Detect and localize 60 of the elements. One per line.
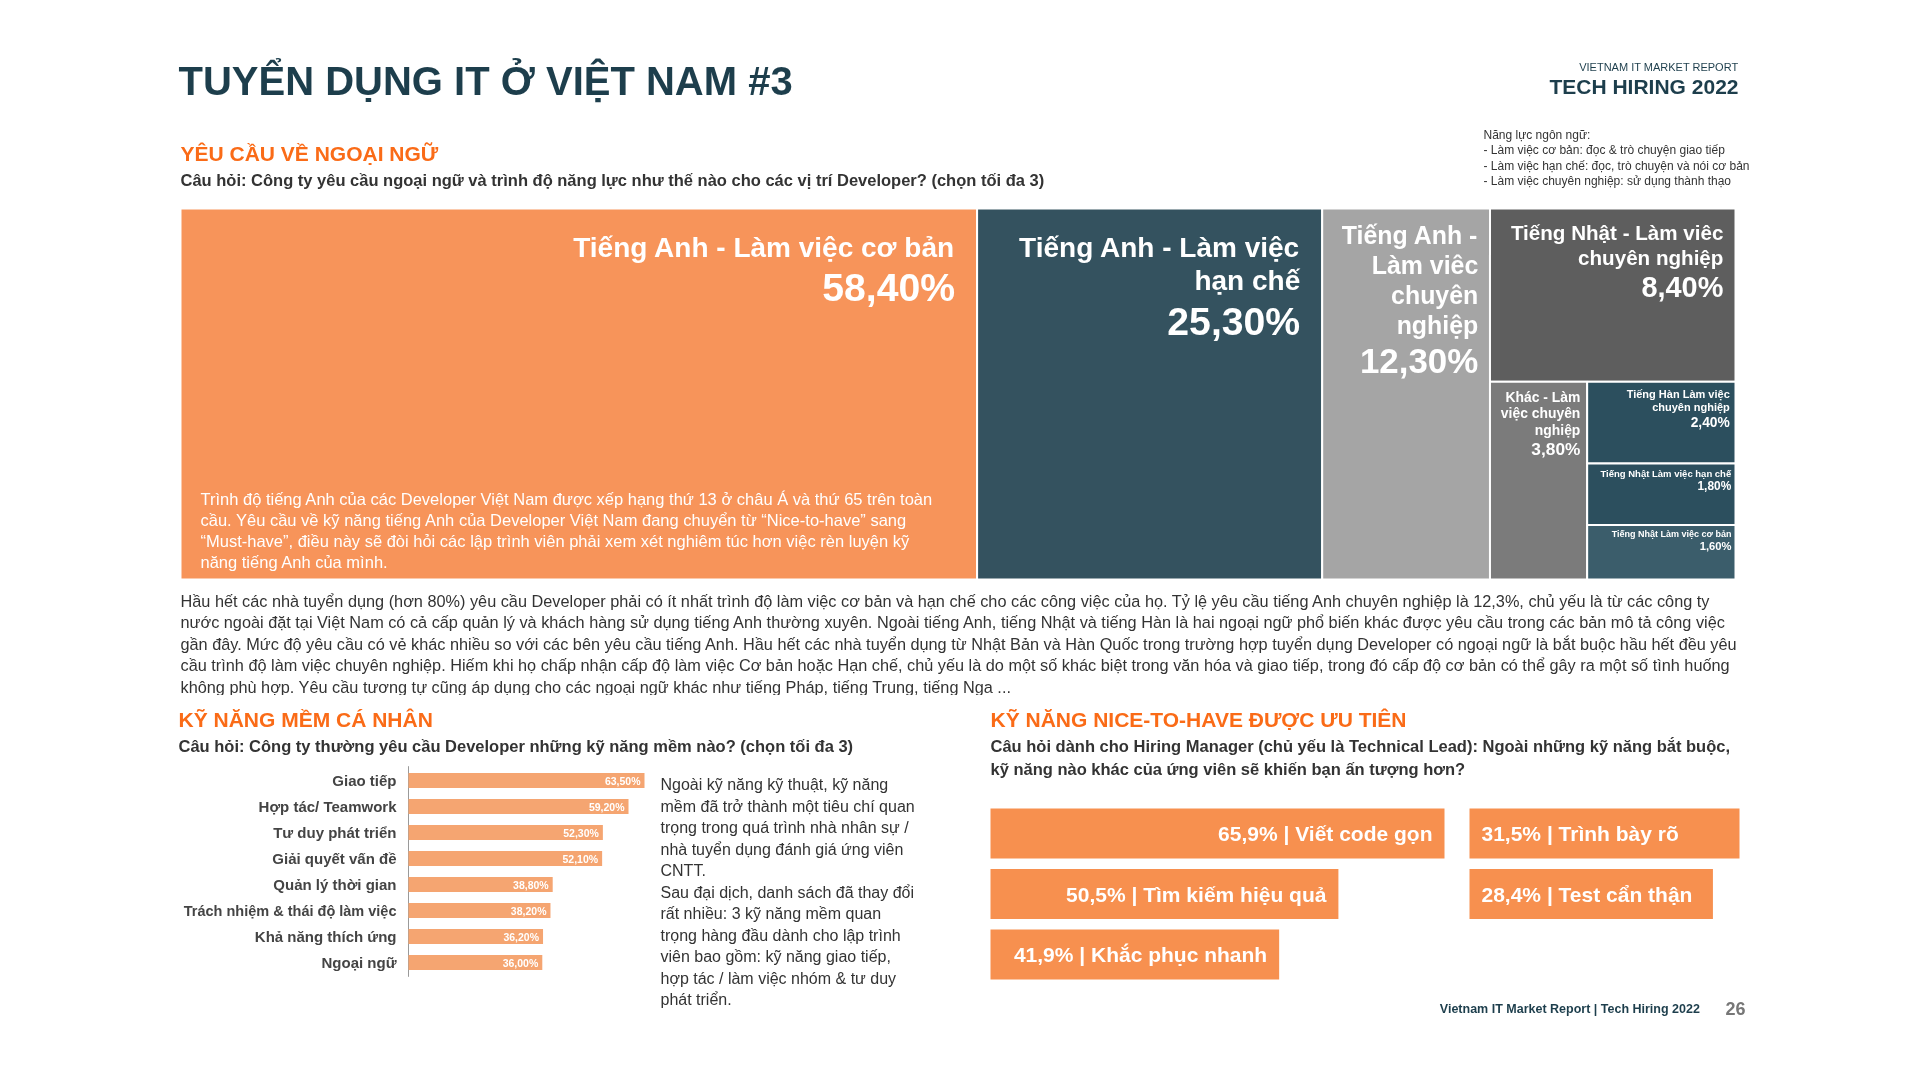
- data-label: 50,5% | Tìm kiếm hiệu quả: [1066, 882, 1327, 906]
- y-tick-label: Tư duy phát triển: [273, 824, 397, 841]
- category-label: Tiếng Nhật Làm việc cơ bản: [1611, 529, 1732, 540]
- data-label: 36,00%: [502, 956, 539, 969]
- y-tick-label: Trách nhiệm & thái độ làm việc: [183, 902, 397, 919]
- data-label: 1,60%: [1699, 540, 1732, 553]
- y-tick-label: Quản lý thời gian: [273, 876, 397, 893]
- category-label: Tiếng Nhật - Làm viêc chuyên nghiệp: [1510, 221, 1724, 270]
- text: - Làm việc cơ bản: đọc & trò chuyện giao tiếp: [1483, 143, 1726, 157]
- data-label: 41,9% | Khắc phục nhanh: [1013, 943, 1268, 966]
- text: - Làm việc chuyên nghiệp: sử dụng thành thạo: [1483, 174, 1732, 188]
- data-label: 52,30%: [563, 826, 600, 839]
- data-label: 65,9% | Viết code gọn: [1218, 822, 1433, 845]
- category-label: Khác - Làm việc chuyên nghiệp: [1500, 388, 1581, 439]
- data-label: 36,20%: [503, 930, 540, 943]
- bar: [408, 773, 645, 788]
- bar: [408, 799, 629, 814]
- category-label: Tiếng Anh - Làm việc hạn chế: [1019, 231, 1301, 297]
- text: Câu hỏi: Công ty yêu cầu ngoại ngữ và trình độ năng lực như thế nào cho các vị trí Developer? (chọn tối đa 3): [180, 170, 1045, 189]
- text: TECH HIRING 2022: [1549, 75, 1739, 98]
- data-label: 38,80%: [513, 878, 550, 891]
- chart-subtitle: Câu hỏi dành cho Hiring Manager (chủ yếu là Technical Lead): Ngoài những kỹ năng bắt buộc, kỹ năng nào khác của ứng viên sẽ khiến bạn ấn tượng hơn?: [990, 736, 1731, 778]
- category-label: Tiếng Anh - Làm việc cơ bản: [573, 231, 955, 263]
- data-label: 8,40%: [1641, 271, 1724, 304]
- text: YÊU CẦU VỀ NGOẠI NGỮ: [180, 142, 439, 165]
- y-tick-label: Giao tiếp: [332, 772, 397, 789]
- data-label: 3,80%: [1531, 438, 1581, 459]
- text: - Làm việc hạn chế: đọc, trò chuyện và nói cơ bản: [1483, 158, 1750, 173]
- text: Năng lực ngôn ngữ:: [1483, 127, 1591, 142]
- chart-subtitle: Câu hỏi: Công ty thường yêu cầu Developer những kỹ năng mềm nào? (chọn tối đa 3): [178, 736, 854, 755]
- category-label: Tiếng Hàn Làm việc chuyên nghiệp: [1626, 387, 1731, 415]
- data-label: 25,30%: [1167, 299, 1301, 343]
- text: 26: [1725, 999, 1746, 1019]
- chart-title: KỸ NĂNG MỀM CÁ NHÂN: [178, 708, 433, 731]
- category-label: Tiếng Nhật Làm việc hạn chế: [1600, 468, 1732, 480]
- y-tick-label: Ngoại ngữ: [321, 954, 397, 971]
- text: Trình độ tiếng Anh của các Developer Việt Nam được xếp hạng thứ 13 ở châu Á và thứ 65 trên toàn cầu. Yêu cầu về kỹ năng tiếng Anh của Developer Việt Nam đang chuyển từ “Nice-to-have” sang “Must-have”, điều này sẽ đòi hỏi các lập trình viên phải xem xét nghiêm túc hơn việc rèn luyện kỹ năng tiếng Anh của mình.: [200, 489, 933, 571]
- data-label: 12,30%: [1359, 341, 1479, 381]
- text: TUYỂN DỤNG IT Ở VIỆT NAM #3: [178, 56, 793, 103]
- bar: [408, 851, 603, 866]
- text: VIETNAM IT MARKET REPORT: [1579, 60, 1739, 73]
- bar: [408, 825, 603, 840]
- data-label: 38,20%: [510, 904, 548, 917]
- y-tick-label: Khả năng thích ứng: [254, 928, 397, 945]
- text: Vietnam IT Market Report | Tech Hiring 2022: [1439, 1001, 1700, 1016]
- data-label: 59,20%: [588, 800, 626, 813]
- data-label: 1,80%: [1697, 479, 1732, 494]
- text: Sau đại dịch, danh sách đã thay đổi rất nhiều: 3 kỹ năng mềm quan trọng hàng đầu dành cho lập trình viên bao gồm: kỹ năng giao tiếp, hợp tác / làm việc nhóm & tư duy phát triển.: [660, 883, 915, 1008]
- text: Ngoài kỹ năng kỹ thuật, kỹ năng mềm đã trở thành một tiêu chí quan trọng trong quá trình nhà nhân sự / nhà tuyển dụng đánh giá ứng viên CNTT.: [660, 776, 915, 879]
- text: Hầu hết các nhà tuyển dụng (hơn 80%) yêu cầu Developer phải có ít nhất trình độ làm việc cơ bản và hạn chế cho các công việc của họ. Tỷ lệ yêu cầu tiếng Anh chuyên nghiệp là 12,3%, chủ yếu là từ các công ty nước ngoài đặt tại Việt Nam có cả cấp quản lý và khách hàng sử dụng tiếng Anh thường xuyên. Ngoài tiếng Anh, tiếng Nhật và tiếng Hàn là hai ngoại ngữ phổ biến khác được yêu cầu trong các bản mô tả công việc gần đây. Mức độ yêu cầu có vẻ khác nhiều so với các bên yêu cầu tiếng Anh. Hầu hết các nhà tuyển dụng từ Nhật Bản và Hàn Quốc trong trường hợp tuyển dụng Developer có ngoại ngữ là bắt buộc hầu hết đều yêu cầu trình độ làm việc chuyên nghiệp. Hiếm khi họ chấp nhận cấp độ làm việc Cơ bản hoặc Hạn chế, chủ yếu là do một số khác biệt trong văn hóa và giao tiếp, trong đó cấp độ cơ bản có thể gây ra một số tình huống không phù hợp. Yêu cầu tương tự cũng áp dụng cho các ngoại ngữ khác như tiếng Pháp, tiếng Trung, tiếng Nga ...: [180, 591, 1737, 696]
- data-label: 58,40%: [822, 266, 956, 310]
- data-label: 63,50%: [604, 774, 642, 787]
- chart-title: KỸ NĂNG NICE-TO-HAVE ĐƯỢC ƯU TIÊN: [990, 708, 1407, 731]
- data-label: 52,10%: [562, 852, 599, 865]
- data-label: 28,4% | Test cẩn thận: [1481, 882, 1693, 906]
- data-label: 2,40%: [1690, 414, 1730, 430]
- category-label: Tiếng Anh - Làm viêc chuyên nghiệp: [1341, 221, 1479, 340]
- data-label: 31,5% | Trình bày rõ: [1481, 822, 1679, 845]
- y-tick-label: Hợp tác/ Teamwork: [258, 798, 398, 815]
- y-tick-label: Giải quyết vấn đề: [272, 850, 397, 867]
